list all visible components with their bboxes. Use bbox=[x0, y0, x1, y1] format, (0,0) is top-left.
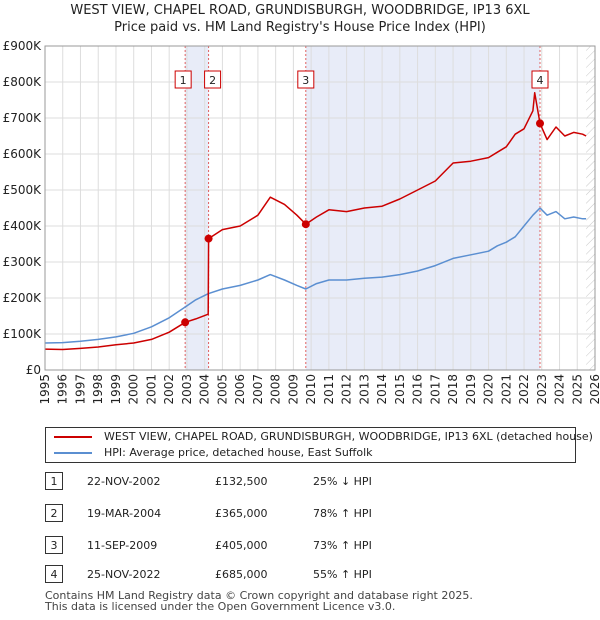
sale-point bbox=[301, 220, 310, 229]
chart-subtitle: Price paid vs. HM Land Registry's House … bbox=[114, 20, 486, 35]
x-tick-label: 2011 bbox=[322, 374, 336, 405]
x-tick-label: 2023 bbox=[535, 374, 549, 405]
x-tick-label: 2015 bbox=[393, 374, 407, 405]
y-tick-label: £400K bbox=[3, 219, 43, 233]
sale-marker-box bbox=[204, 70, 222, 89]
x-tick-label: 2009 bbox=[286, 374, 300, 405]
x-tick-label: 2017 bbox=[428, 374, 442, 405]
legend-swatch-hpi bbox=[54, 452, 92, 454]
table-row: 1 22-NOV-2002 £132,500 25% ↓ HPI bbox=[45, 472, 576, 492]
price-chart: 1 2 3 4 £0 £100K £200K £300K £400K £500K £600K £70… bbox=[3, 39, 600, 405]
sale-marker-box bbox=[174, 70, 192, 89]
sale-date: 19-MAR-2004 bbox=[87, 507, 162, 520]
legend-swatch-property bbox=[54, 436, 92, 438]
x-tick-label: 2005 bbox=[215, 374, 229, 405]
sale-point bbox=[536, 119, 544, 128]
y-tick-label: £900K bbox=[3, 39, 43, 53]
x-tick-label: 2024 bbox=[553, 374, 567, 405]
sale-number-badge: 3 bbox=[45, 536, 63, 554]
sale-price: £405,000 bbox=[215, 539, 268, 552]
y-tick-label: £800K bbox=[3, 75, 43, 89]
y-tick-label: £700K bbox=[3, 111, 43, 125]
legend-item-property: WEST VIEW, CHAPEL ROAD, GRUNDISBURGH, WO… bbox=[54, 429, 593, 445]
sale-price: £132,500 bbox=[215, 475, 268, 488]
x-tick-label: 2022 bbox=[517, 374, 531, 405]
sale-price: £365,000 bbox=[215, 507, 268, 520]
x-tick-label: 2003 bbox=[180, 374, 194, 405]
x-tick-label: 2002 bbox=[162, 374, 176, 405]
y-tick-label: £600K bbox=[3, 147, 43, 161]
table-row: 2 19-MAR-2004 £365,000 78% ↑ HPI bbox=[45, 504, 576, 524]
x-tick-label: 2004 bbox=[198, 374, 212, 405]
x-tick-label: 2020 bbox=[482, 374, 496, 405]
x-tick-label: 1998 bbox=[91, 374, 105, 405]
hpi-line bbox=[44, 207, 587, 344]
x-tick-label: 2026 bbox=[588, 374, 600, 405]
sale-marker-box bbox=[297, 70, 315, 89]
x-tick-label: 2007 bbox=[251, 374, 265, 405]
x-tick-label: 1997 bbox=[73, 374, 87, 405]
x-tick-label: 1996 bbox=[56, 374, 70, 405]
sale-date: 11-SEP-2009 bbox=[87, 539, 158, 552]
y-tick-label: £500K bbox=[3, 183, 43, 197]
sale-hpi-change: 25% ↓ HPI bbox=[313, 475, 372, 488]
x-tick-label: 1995 bbox=[38, 374, 52, 405]
table-row: 3 11-SEP-2009 £405,000 73% ↑ HPI bbox=[45, 536, 576, 556]
legend-label-hpi: HPI: Average price, detached house, East… bbox=[104, 446, 373, 459]
y-tick-label: £0 bbox=[26, 363, 41, 377]
sale-date: 25-NOV-2022 bbox=[87, 568, 161, 581]
sale-hpi-change: 78% ↑ HPI bbox=[313, 507, 372, 520]
table-row: 4 25-NOV-2022 £685,000 55% ↑ HPI bbox=[45, 565, 576, 585]
sale-number-badge: 2 bbox=[45, 504, 63, 522]
legend: WEST VIEW, CHAPEL ROAD, GRUNDISBURGH, WO… bbox=[45, 427, 593, 463]
chart-title: WEST VIEW, CHAPEL ROAD, GRUNDISBURGH, WO… bbox=[70, 3, 530, 18]
sale-price: £685,000 bbox=[215, 568, 268, 581]
y-tick-label: £100K bbox=[3, 327, 43, 341]
x-tick-label: 2006 bbox=[233, 374, 247, 405]
y-tick-label: £200K bbox=[3, 291, 43, 305]
shaded-period bbox=[305, 46, 540, 370]
x-tick-label: 2001 bbox=[144, 374, 158, 405]
legend-label-property: WEST VIEW, CHAPEL ROAD, GRUNDISBURGH, WO… bbox=[104, 430, 593, 443]
shaded-period bbox=[185, 46, 209, 370]
sale-number-badge: 1 bbox=[45, 472, 63, 490]
sale-hpi-change: 73% ↑ HPI bbox=[313, 539, 372, 552]
forecast-hatch bbox=[586, 46, 595, 370]
x-tick-label: 2019 bbox=[464, 374, 478, 405]
x-tick-label: 2014 bbox=[375, 374, 389, 405]
sale-marker-label: 2 bbox=[209, 74, 216, 87]
legend-item-hpi: HPI: Average price, detached house, East… bbox=[54, 445, 373, 461]
sale-marker-label: 3 bbox=[302, 74, 309, 87]
x-tick-label: 2010 bbox=[304, 374, 318, 405]
x-tick-label: 2012 bbox=[340, 374, 354, 405]
property-price-line bbox=[44, 92, 587, 351]
plot-frame bbox=[44, 45, 596, 371]
sale-hpi-change: 55% ↑ HPI bbox=[313, 568, 372, 581]
x-tick-label: 2013 bbox=[357, 374, 371, 405]
x-tick-label: 2000 bbox=[127, 374, 141, 405]
sale-point bbox=[204, 234, 213, 243]
sale-point bbox=[181, 318, 190, 327]
sale-number-badge: 4 bbox=[45, 565, 63, 583]
x-tick-label: 2021 bbox=[499, 374, 513, 405]
x-tick-label: 2008 bbox=[269, 374, 283, 405]
x-tick-label: 1999 bbox=[109, 374, 123, 405]
y-tick-label: £300K bbox=[3, 255, 43, 269]
x-tick-label: 2016 bbox=[411, 374, 425, 405]
sale-marker-label: 1 bbox=[180, 74, 187, 87]
sale-marker-label: 4 bbox=[537, 74, 544, 87]
footer-copyright: Contains HM Land Registry data © Crown c… bbox=[45, 589, 473, 602]
sale-date: 22-NOV-2002 bbox=[87, 475, 161, 488]
x-tick-label: 2018 bbox=[446, 374, 460, 405]
footer-licence: This data is licensed under the Open Gov… bbox=[45, 600, 396, 613]
sale-marker-box bbox=[531, 70, 549, 89]
x-tick-label: 2025 bbox=[570, 374, 584, 405]
